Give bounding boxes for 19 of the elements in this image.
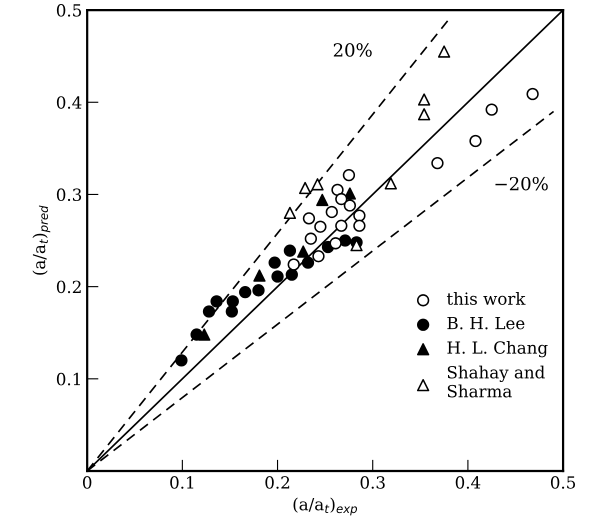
legend-label: B. H. Lee xyxy=(447,317,524,330)
x-tick-label: 0 xyxy=(82,476,92,489)
y-tick-label: 0.5 xyxy=(56,4,82,17)
annotation: 20% xyxy=(334,43,372,57)
x-tick-label: 0.1 xyxy=(170,476,194,489)
x-tick-label: 0.4 xyxy=(456,476,480,489)
x-tick-label: 0.2 xyxy=(265,476,290,489)
x-tick-label: 0.5 xyxy=(550,476,576,489)
y-tick-label: 0.3 xyxy=(56,188,82,202)
annotation: −20% xyxy=(495,176,548,190)
y-axis-title: (a/a$_{t}$)$_{pred}$ xyxy=(32,205,50,275)
y-tick-label: 0.2 xyxy=(56,280,81,294)
legend-label: H. L. Chang xyxy=(447,340,548,358)
x-axis-title: (a/a$_{t}$)$_{exp}$ xyxy=(294,498,358,516)
y-tick-label: 0.1 xyxy=(56,372,80,386)
legend-label: this work xyxy=(446,292,526,305)
y-tick-label: 0.4 xyxy=(56,96,82,109)
x-tick-label: 0.3 xyxy=(360,476,385,489)
legend-label: Shahay and Sharma xyxy=(448,366,545,398)
